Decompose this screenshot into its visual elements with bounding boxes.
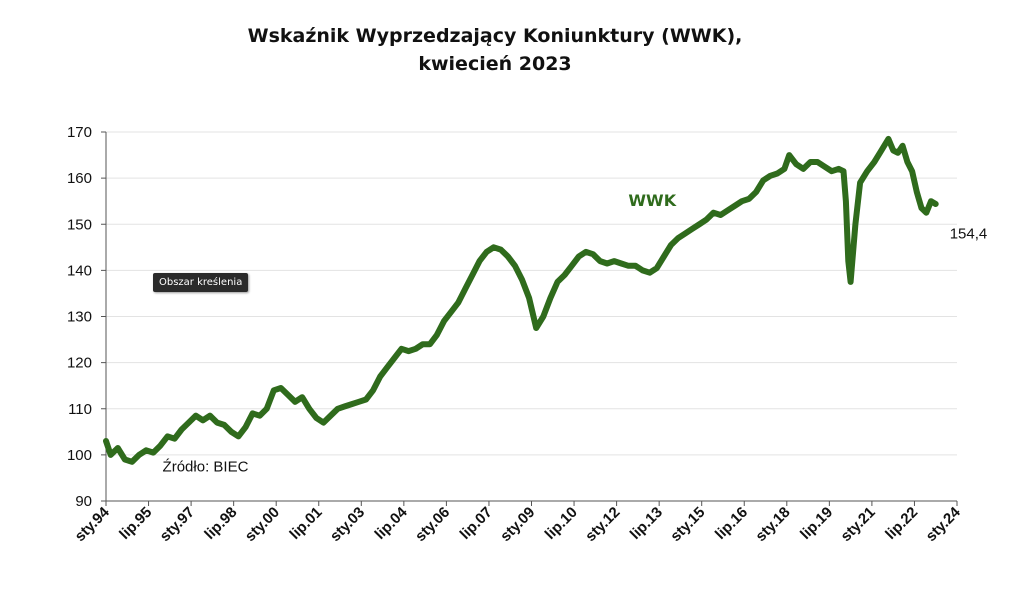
x-tick-label: sty.15 [667, 504, 708, 545]
source-label: Źródło: BIEC [163, 458, 249, 475]
x-tick-label: sty.12 [582, 504, 623, 545]
series-label-wwk: WWK [628, 191, 676, 210]
y-tick-label: 120 [67, 355, 92, 372]
series-line-wwk [103, 135, 939, 465]
y-tick-label: 100 [67, 447, 92, 464]
x-axis-ticks: sty.94 lip.95 sty.97 lip.98 sty.00 lip.01 sty.… [72, 501, 965, 545]
last-value-label: 154,4 [950, 225, 988, 242]
chart-title: Wskaźnik Wyprzedzający Koniunktury (WWK)… [247, 25, 743, 47]
x-tick-label: lip.98 [201, 504, 240, 543]
gridlines [106, 131, 957, 456]
x-tick-label: sty.21 [837, 504, 878, 545]
x-tick-label: lip.07 [457, 504, 496, 543]
x-tick-label: lip.22 [882, 504, 921, 543]
plot-area-tooltip: Obszar kreślenia [153, 273, 249, 292]
x-tick-label: sty.09 [497, 504, 538, 545]
y-tick-label: 130 [67, 309, 92, 326]
x-tick-label: lip.13 [627, 504, 666, 543]
x-tick-label: lip.19 [797, 504, 836, 543]
y-tick-label: 170 [67, 124, 92, 141]
y-tick-label: 150 [67, 216, 92, 233]
x-tick-label: lip.10 [542, 504, 581, 543]
annotations: WWK 154,4 Źródło: BIEC [163, 191, 988, 476]
x-tick-label: sty.06 [412, 504, 453, 545]
y-axis-ticks: 90 100 110 120 130 140 150 160 170 [67, 124, 106, 510]
x-tick-label: lip.16 [712, 504, 751, 543]
x-tick-label: sty.03 [327, 504, 368, 545]
y-tick-label: 140 [67, 262, 92, 279]
chart-title-block: Wskaźnik Wyprzedzający Koniunktury (WWK)… [0, 22, 990, 78]
x-tick-label: sty.24 [923, 503, 965, 545]
series-layer [103, 135, 939, 465]
x-tick-label: sty.00 [242, 504, 283, 545]
y-tick-label: 90 [75, 493, 92, 510]
y-tick-label: 160 [67, 170, 92, 187]
x-tick-label: lip.95 [116, 504, 155, 543]
x-tick-label: lip.01 [286, 504, 325, 543]
x-tick-label: sty.97 [157, 504, 198, 545]
y-tick-label: 110 [68, 401, 92, 418]
x-tick-label: lip.04 [372, 503, 412, 543]
chart-subtitle: kwiecień 2023 [418, 53, 572, 75]
x-tick-label: sty.18 [752, 504, 793, 545]
